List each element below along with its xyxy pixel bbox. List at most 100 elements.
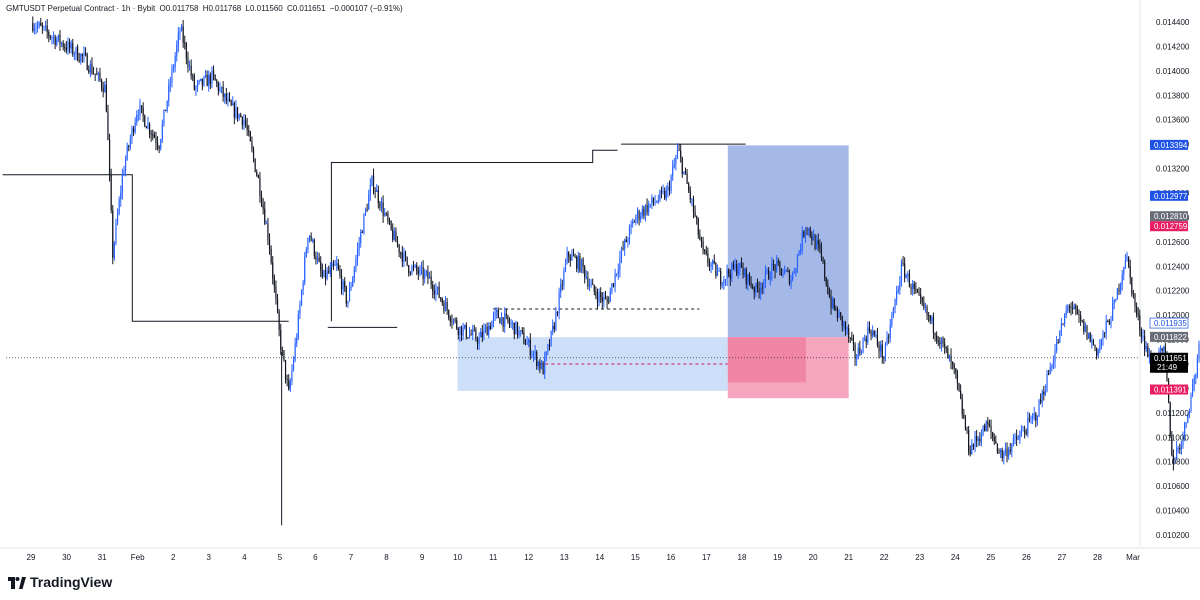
- candle-body: [1145, 346, 1147, 350]
- zone-stop[interactable]: [727, 337, 849, 399]
- ohlc-open: O0.011758: [159, 4, 199, 13]
- candle-body: [190, 65, 192, 76]
- candle-body: [368, 195, 370, 210]
- candle-body: [268, 239, 271, 249]
- candle-body: [555, 311, 557, 330]
- structure-line[interactable]: [2, 174, 289, 322]
- symbol-title[interactable]: GMTUSDT Perpetual Contract · 1h · Bybit: [6, 4, 156, 13]
- candle-body: [236, 107, 239, 119]
- candle-body: [878, 344, 880, 352]
- candle-body: [675, 157, 677, 164]
- candle-body: [558, 292, 560, 314]
- candle-body: [728, 269, 730, 275]
- ohlc-high: H0.011768: [202, 4, 242, 13]
- price-label: 0.011822: [1154, 333, 1187, 342]
- candle-body: [496, 310, 498, 313]
- candle-body: [134, 122, 136, 133]
- candle-body: [870, 331, 872, 336]
- candle-body: [283, 350, 285, 361]
- candle-body: [883, 357, 885, 359]
- candle-body: [1129, 265, 1131, 278]
- candle-body: [441, 299, 443, 304]
- candle-body: [1088, 332, 1090, 339]
- candle-body: [710, 263, 712, 267]
- candle-body: [561, 284, 563, 286]
- candle-body: [737, 269, 739, 275]
- candle-body: [694, 211, 696, 217]
- candle-body: [164, 109, 167, 112]
- candle-body: [379, 203, 381, 208]
- candle-body: [1073, 305, 1075, 309]
- candle-body: [102, 87, 104, 93]
- candle-body: [96, 74, 98, 76]
- candle-body: [913, 283, 915, 289]
- candle-body: [764, 271, 767, 282]
- candle-body: [393, 231, 395, 240]
- candle-body: [296, 337, 298, 344]
- candle-body: [398, 244, 400, 253]
- y-tick-label: 0.013800: [1156, 91, 1190, 100]
- candle-body: [582, 259, 584, 267]
- candle-body: [308, 235, 311, 238]
- candle-body: [505, 313, 507, 316]
- candle-body: [396, 242, 399, 245]
- candle-body: [1064, 315, 1066, 324]
- candle-body: [670, 176, 672, 191]
- candle-body: [571, 254, 573, 261]
- candle-body: [724, 279, 727, 280]
- candle-body: [792, 273, 794, 280]
- candle-body: [340, 275, 343, 290]
- candle-body: [844, 322, 847, 330]
- candle-body: [320, 261, 322, 271]
- y-tick-label: 0.010200: [1156, 531, 1190, 540]
- candle-body: [404, 252, 407, 257]
- candle-body: [1177, 448, 1179, 449]
- candle-body: [424, 272, 426, 279]
- candle-body: [1163, 346, 1165, 351]
- structure-line[interactable]: [330, 149, 618, 322]
- candle-body: [740, 262, 743, 268]
- x-tick-label: 6: [313, 553, 318, 562]
- candle-body: [464, 324, 466, 328]
- candle-body: [1020, 431, 1023, 435]
- zone-target[interactable]: [727, 145, 849, 338]
- candle-body: [38, 22, 40, 26]
- candle-body: [288, 380, 290, 390]
- candle-body: [152, 134, 154, 136]
- candle-body: [1094, 345, 1096, 348]
- candle-body: [668, 186, 671, 191]
- candle-body: [998, 451, 1000, 453]
- candle-body: [824, 261, 826, 278]
- candle-body: [1144, 336, 1146, 350]
- candle-body: [1052, 361, 1055, 367]
- candle-body: [184, 42, 186, 44]
- candle-body: [851, 337, 853, 340]
- candle-body: [766, 270, 768, 272]
- candle-body: [499, 318, 501, 324]
- candle-body: [563, 270, 565, 285]
- candle-body: [651, 197, 653, 204]
- candle-body: [777, 261, 779, 263]
- candle-body: [387, 213, 389, 221]
- candle-body: [422, 267, 424, 279]
- candle-body: [835, 309, 837, 310]
- candle-body: [68, 42, 71, 49]
- candle-body: [899, 282, 901, 290]
- candle-body: [646, 205, 648, 213]
- candle-body: [808, 228, 810, 231]
- zone-demand[interactable]: [457, 337, 728, 391]
- candle-body: [332, 263, 335, 266]
- candle-body: [1120, 284, 1122, 292]
- candle-body: [99, 72, 101, 81]
- candle-body: [180, 26, 183, 31]
- candle-body: [1091, 340, 1093, 342]
- candle-body: [123, 170, 125, 176]
- candle-body: [726, 269, 728, 280]
- candle-body: [299, 304, 301, 315]
- candle-body: [806, 229, 808, 231]
- tradingview-logo[interactable]: TradingView: [8, 574, 112, 590]
- candle-body: [204, 75, 207, 77]
- candle-body: [846, 328, 848, 330]
- candle-body: [1011, 444, 1013, 452]
